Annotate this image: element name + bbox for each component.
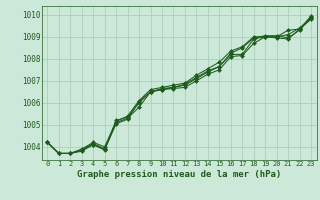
X-axis label: Graphe pression niveau de la mer (hPa): Graphe pression niveau de la mer (hPa): [77, 170, 281, 179]
